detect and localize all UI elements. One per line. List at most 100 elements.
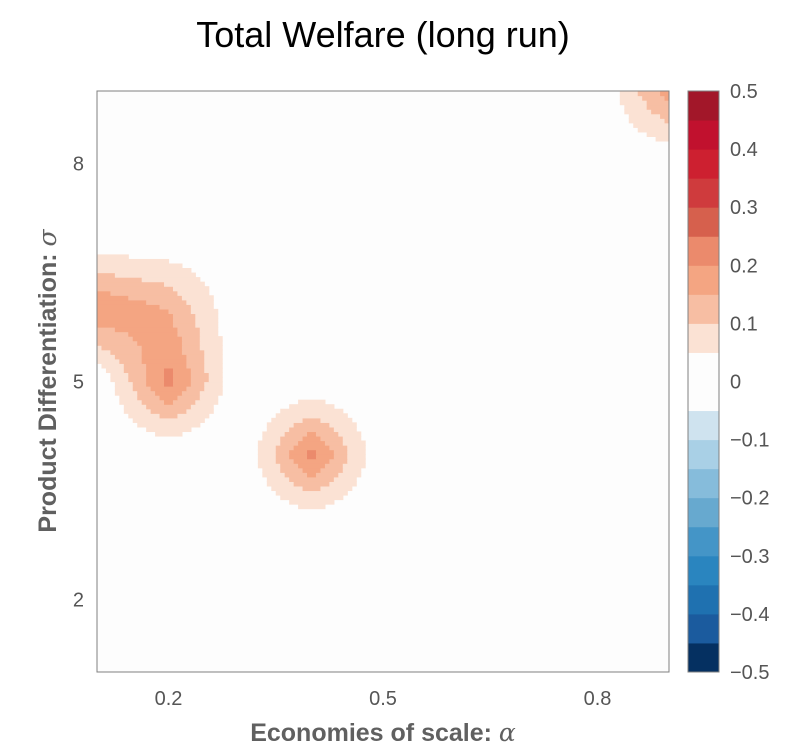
contour-cell: [190, 381, 205, 387]
contour-cell: [177, 331, 201, 337]
contour-cell: [123, 363, 147, 369]
colorbar-tick-label: 0: [730, 372, 741, 394]
colorbar-tick-label: −0.5: [730, 662, 769, 684]
contour-cell: [624, 109, 652, 115]
contour-cell: [208, 376, 223, 383]
contour-cell: [307, 431, 317, 437]
contour-cell: [177, 395, 201, 401]
colorbar-frame: [687, 90, 720, 673]
contour-cell: [257, 440, 281, 446]
contour-cell: [633, 122, 669, 128]
contour-cell: [181, 340, 201, 346]
y-tick-label: 2: [73, 589, 84, 611]
contour-cell: [257, 445, 277, 451]
contour-cell: [114, 272, 196, 278]
contour-cell: [186, 386, 205, 392]
contour-cell: [177, 413, 210, 419]
contour-cell: [190, 376, 210, 383]
contour-cell: [164, 381, 174, 387]
contour-cell: [97, 254, 129, 260]
colorbar-tick-label: 0.1: [730, 313, 758, 335]
contour-cell: [168, 308, 192, 315]
contour-cell: [302, 467, 322, 473]
contour-cell: [628, 118, 666, 124]
x-axis-label-text: Economies of scale:: [250, 719, 499, 747]
colorbar-tick-label: 0.3: [730, 197, 758, 219]
contour-cell: [660, 113, 669, 119]
contour-cell: [655, 136, 669, 142]
contour-cell: [137, 395, 161, 401]
contour-cell: [333, 476, 357, 482]
contour-cell: [128, 295, 183, 301]
contour-cell: [164, 367, 174, 374]
contour-cell: [307, 454, 317, 460]
colorbar-swatch: [688, 265, 719, 295]
colorbar-swatch: [688, 294, 719, 324]
contour-cell: [97, 336, 134, 342]
contour-cell: [119, 358, 143, 364]
contour-cell: [347, 458, 366, 464]
contour-cell: [132, 417, 205, 423]
contour-cell: [159, 304, 192, 310]
contour-cell: [320, 417, 353, 423]
colorbar-tick-label: −0.3: [730, 546, 769, 568]
contour-cell: [97, 304, 161, 310]
contour-cell: [195, 399, 219, 405]
contour-cell: [275, 458, 295, 464]
contour-cell: [97, 345, 103, 351]
contour-cell: [97, 295, 129, 301]
contour-cell: [199, 327, 219, 333]
x-axis-label: Economies of scale: α: [250, 718, 516, 747]
contour-cell: [190, 367, 205, 374]
contour-cell: [293, 445, 330, 451]
contour-cell: [342, 463, 366, 469]
contour-cell: [329, 481, 357, 487]
contour-cell: [289, 404, 335, 410]
colorbar-tick-label: 0.2: [730, 255, 758, 277]
contour-cell: [342, 435, 362, 442]
contour-cell: [637, 91, 661, 97]
colorbar-swatch: [688, 526, 719, 557]
contour-cell: [150, 386, 187, 392]
contour-cell: [155, 431, 183, 437]
contour-cell: [97, 281, 165, 287]
contour-cell: [181, 349, 205, 355]
contour-cell: [275, 445, 295, 451]
colorbar-swatch: [688, 613, 719, 644]
colorbar-swatch: [688, 584, 719, 615]
contour-cell: [181, 345, 201, 351]
contour-cell: [159, 413, 179, 419]
contour-cell: [333, 454, 348, 460]
colorbar-swatch: [688, 149, 719, 179]
x-tick-label: 0.2: [155, 688, 183, 710]
colorbar: 0.5 0.4 0.3 0.2 0.1 0 −0.1 −0.2 −0.3 −0.4 −0.5: [687, 81, 769, 684]
contour-cell: [275, 413, 348, 419]
contour-cell: [146, 404, 192, 410]
contour-cell: [155, 390, 183, 396]
contour-cell: [289, 449, 308, 455]
contour-cell: [190, 372, 210, 378]
contour-cell: [195, 322, 219, 328]
contour-cell: [114, 381, 134, 387]
contour-cell: [660, 91, 669, 97]
contour-cell: [172, 313, 196, 319]
contour-cell: [619, 100, 648, 106]
contour-cell: [320, 435, 344, 442]
contour-fills: [97, 91, 669, 510]
contour-cell: [97, 286, 174, 292]
contour-cell: [97, 331, 129, 337]
contour-cell: [172, 399, 196, 405]
contour-cell: [123, 408, 152, 414]
y-tick-label: 8: [73, 154, 84, 176]
contour-cell: [320, 485, 353, 492]
contour-cell: [97, 299, 147, 305]
colorbar-ticks: 0.5 0.4 0.3 0.2 0.1 0 −0.1 −0.2 −0.3 −0.4 −0.5: [730, 81, 769, 684]
contour-cell: [172, 367, 192, 374]
contour-cell: [280, 467, 304, 473]
contour-cell: [114, 390, 138, 396]
x-tick-label: 0.8: [584, 688, 612, 710]
contour-cell: [141, 399, 165, 405]
contour-cell: [298, 504, 326, 510]
contour-cell: [347, 449, 366, 455]
